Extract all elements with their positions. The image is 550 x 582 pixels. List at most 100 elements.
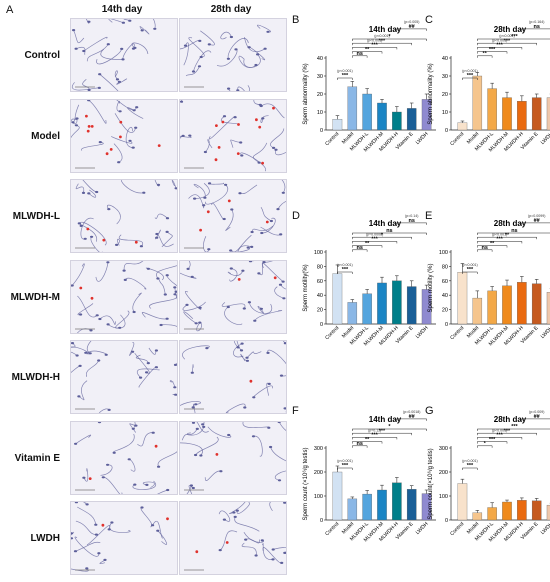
bar-vitamin-e	[531, 283, 542, 325]
micrograph-lwdh-14th-day	[70, 501, 178, 575]
bar-mlwdh-m	[502, 501, 512, 521]
significance-label: *	[388, 424, 391, 430]
significance-label: *	[484, 441, 487, 447]
x-tick-label: Control	[324, 131, 340, 147]
p-value-note: (p<0.001)	[374, 34, 389, 38]
p-value-note: (p<0.001)	[492, 428, 507, 432]
y-tick-label: 200	[439, 470, 448, 476]
bar-mlwdh-l	[487, 507, 497, 521]
y-tick-label: 40	[442, 56, 448, 62]
significance-bracket	[477, 51, 508, 54]
bar-control	[332, 273, 343, 325]
significance-bracket	[462, 271, 478, 274]
significance-bracket	[462, 77, 478, 80]
bar-mlwdh-m	[502, 97, 512, 131]
panel-f-letter: F	[292, 405, 299, 417]
significance-label: ns	[386, 228, 392, 234]
micrograph-mlwdh-l-14th-day	[70, 179, 178, 253]
significance-bracket	[337, 77, 353, 80]
y-tick-label: 80	[317, 264, 323, 270]
panel-c-letter: C	[425, 14, 433, 26]
y-tick-label: 100	[439, 494, 448, 500]
significance-label: ns	[481, 245, 487, 251]
significance-label: ***	[371, 237, 378, 243]
significance-label: ns	[408, 218, 414, 224]
micrograph-lwdh-28th-day	[179, 501, 287, 575]
y-axis-label: Sperm count (×10⁶/g testis)	[302, 447, 309, 520]
significance-bracket	[477, 245, 508, 248]
micrograph-mlwdh-h-28th-day	[179, 340, 287, 414]
significance-bracket	[521, 418, 550, 421]
chart-title: 28th day	[494, 25, 527, 34]
p-value-note: (p<0.001)	[367, 38, 382, 42]
row-label-mlwdh-l: MLWDH-L	[12, 211, 60, 222]
significance-label: ***	[342, 73, 349, 79]
panel-b-letter: B	[292, 14, 300, 26]
x-tick-label: LWDH	[540, 521, 550, 536]
y-tick-label: 20	[317, 92, 323, 98]
significance-bracket	[352, 432, 412, 436]
significance-bracket	[477, 55, 493, 58]
bar-mlwdh-l	[362, 493, 372, 521]
micrograph-vitamin-e-14th-day	[70, 420, 178, 495]
micrograph-model-14th-day	[70, 98, 178, 173]
bar-lwdh	[546, 292, 550, 325]
significance-bracket	[352, 249, 368, 252]
significance-label: ***	[379, 428, 386, 434]
significance-label: ##	[534, 218, 540, 224]
y-tick-label: 20	[442, 308, 448, 314]
y-tick-label: 30	[317, 74, 323, 80]
y-tick-label: 0	[320, 518, 323, 524]
y-tick-label: 0	[320, 128, 323, 134]
significance-label: **	[365, 47, 370, 53]
bar-vitamin-e	[406, 489, 417, 521]
chart-title: 28th day	[494, 415, 527, 424]
bar-mlwdh-m	[377, 282, 387, 325]
significance-label: ***	[467, 267, 474, 273]
significance-label: ***	[511, 34, 518, 40]
p-value-note: (p<0.001)	[337, 69, 352, 73]
row-label-mlwdh-m: MLWDH-M	[10, 291, 60, 303]
y-axis-label: Sperm abnormality (%)	[428, 63, 434, 124]
significance-label: **	[365, 437, 370, 443]
significance-label: **	[505, 232, 510, 238]
significance-label: ***	[504, 38, 511, 44]
p-value-note: (p<0.001)	[337, 459, 352, 463]
chart-g-count-28th-day: 28th day Sperm count(×10⁶/g testis) 0 100 20…	[427, 410, 550, 543]
p-value-note: (p<0.001)	[462, 69, 477, 73]
significance-label: ***	[342, 267, 349, 273]
bar-control	[332, 471, 343, 521]
micrograph-control-14th-day	[70, 18, 178, 92]
x-tick-label: LWDH	[540, 131, 550, 146]
significance-label: *	[388, 34, 391, 40]
bar-mlwdh-h	[392, 280, 402, 325]
x-tick-label: Control	[449, 131, 465, 147]
significance-label: **	[490, 241, 495, 247]
bar-model	[347, 86, 358, 131]
column-title-14th-day: 14th day	[101, 4, 143, 15]
row-label-vitamin-e: Vitamin E	[14, 452, 60, 464]
y-tick-label: 100	[314, 250, 323, 256]
significance-bracket	[352, 245, 383, 248]
bar-model	[472, 75, 483, 131]
significance-label: ***	[496, 237, 503, 243]
panel-d-letter: D	[292, 210, 300, 222]
p-value-note: (p=0.164)	[529, 20, 544, 24]
bar-mlwdh-h	[517, 500, 527, 521]
x-tick-label: Control	[449, 325, 465, 341]
row-label-lwdh: LWDH	[30, 533, 60, 544]
bar-mlwdh-m	[377, 489, 387, 521]
micrograph-vitamin-e-28th-day	[179, 420, 287, 495]
p-value-note: (p<0.001)	[499, 34, 514, 38]
p-value-note: (p=0.0099)	[528, 214, 545, 218]
y-tick-label: 60	[442, 279, 448, 285]
chart-title: 14th day	[369, 219, 402, 228]
significance-label: ***	[496, 43, 503, 49]
bar-vitamin-e	[406, 286, 417, 325]
significance-bracket	[477, 437, 523, 440]
significance-bracket	[521, 28, 550, 31]
p-value-note: (p=0.14)	[405, 214, 419, 218]
significance-bracket	[352, 55, 368, 58]
p-value-note: (p=0.0018)	[403, 410, 420, 414]
chart-c-abnormality-28th-day: 28th day Sperm abnormality (%) 0 10 20 30 40 Co…	[428, 20, 550, 153]
